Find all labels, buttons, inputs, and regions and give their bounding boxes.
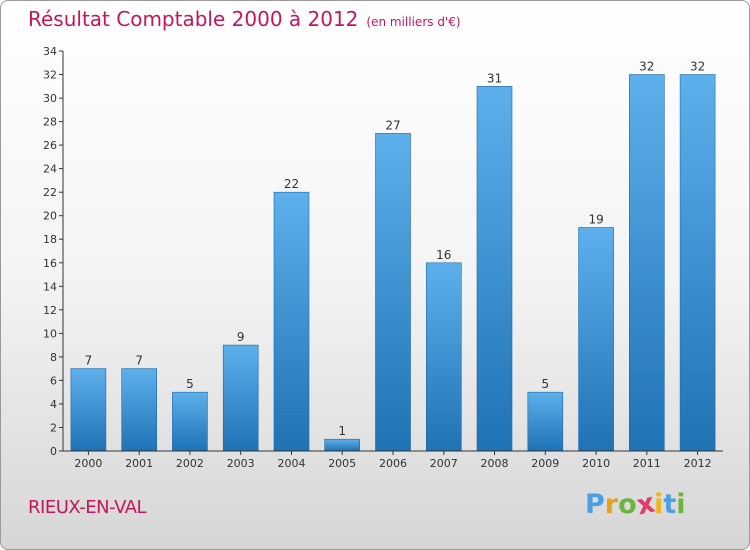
- x-tick-label-2008: 2008: [481, 457, 509, 470]
- bar-2004: [273, 191, 310, 452]
- value-label-2009: 5: [541, 377, 549, 391]
- value-label-2001: 7: [135, 354, 143, 368]
- proxiti-logo: Proxiti: [585, 488, 686, 522]
- value-label-2007: 16: [436, 248, 451, 262]
- bar-2008: [476, 86, 513, 452]
- x-tick-label-2007: 2007: [430, 457, 458, 470]
- x-tick-label-2009: 2009: [531, 457, 559, 470]
- value-label-2000: 7: [85, 354, 93, 368]
- y-tick-label-32: 32: [43, 69, 57, 82]
- y-tick-label-30: 30: [43, 92, 57, 105]
- axes-layer: 2000 2001 2002 2003 2004 2005 2006 2007 2008 2009…: [43, 45, 723, 470]
- chart-title-unit: (en milliers d'€): [366, 15, 461, 29]
- y-tick-label-6: 6: [50, 374, 57, 387]
- y-tick-label-0: 0: [50, 445, 57, 458]
- bar-2006: [375, 133, 411, 452]
- y-tick-label-4: 4: [50, 398, 57, 411]
- value-label-2003: 9: [237, 330, 245, 344]
- y-tick-label-16: 16: [43, 257, 57, 270]
- bar-2002: [172, 391, 208, 452]
- y-tick-label-2: 2: [50, 422, 57, 435]
- bar-2011: [628, 74, 665, 452]
- bar-2001: [121, 368, 157, 452]
- logo-letter: t: [663, 489, 677, 520]
- x-tick-label-2003: 2003: [227, 457, 255, 470]
- y-tick-label-26: 26: [43, 139, 57, 152]
- y-tick-label-28: 28: [43, 116, 57, 129]
- y-tick-label-12: 12: [43, 304, 57, 317]
- y-tick-label-8: 8: [50, 351, 57, 364]
- chart-title: Résultat Comptable 2000 à 2012 (en millie…: [28, 7, 461, 31]
- x-tick-label-2001: 2001: [125, 457, 153, 470]
- y-tick-label-34: 34: [43, 45, 57, 58]
- logo-letter: P: [585, 489, 605, 520]
- x-tick-label-2012: 2012: [684, 457, 712, 470]
- bar-2010: [578, 227, 614, 452]
- x-tick-label-2005: 2005: [328, 457, 356, 470]
- y-tick-label-18: 18: [43, 233, 57, 246]
- x-tick-label-2004: 2004: [278, 457, 306, 470]
- x-tick-label-2010: 2010: [582, 457, 610, 470]
- bar-2009: [527, 391, 564, 452]
- value-label-2008: 31: [487, 71, 502, 85]
- y-tick-label-20: 20: [43, 210, 57, 223]
- logo-letter: i: [676, 489, 686, 520]
- value-label-2010: 19: [588, 213, 603, 227]
- bar-2000: [70, 368, 107, 452]
- logo-letter: i: [654, 489, 664, 520]
- x-tick-label-2011: 2011: [633, 457, 661, 470]
- y-tick-label-22: 22: [43, 186, 57, 199]
- bar-2007: [425, 262, 462, 452]
- logo-letter: o: [618, 489, 637, 520]
- bars-layer: 7 7 5 9 22 1 27 16 31 5 19 32 32: [70, 60, 716, 452]
- location-name: RIEUX-EN-VAL: [28, 497, 147, 518]
- value-label-2012: 32: [690, 60, 705, 74]
- value-label-2002: 5: [186, 377, 194, 391]
- x-tick-label-2000: 2000: [74, 457, 102, 470]
- x-tick-label-2006: 2006: [379, 457, 407, 470]
- chart-title-main: Résultat Comptable 2000 à 2012: [28, 7, 359, 31]
- value-label-2006: 27: [385, 118, 400, 132]
- y-tick-label-14: 14: [43, 280, 57, 293]
- bar-2012: [679, 74, 716, 452]
- x-tick-label-2002: 2002: [176, 457, 204, 470]
- bar-2003: [222, 344, 259, 452]
- value-label-2004: 22: [284, 177, 299, 191]
- bar-2005: [324, 438, 361, 452]
- value-label-2011: 32: [639, 60, 654, 74]
- y-tick-label-10: 10: [43, 327, 57, 340]
- y-tick-label-24: 24: [43, 163, 57, 176]
- logo-letter: r: [604, 489, 619, 520]
- value-label-2005: 1: [338, 424, 346, 438]
